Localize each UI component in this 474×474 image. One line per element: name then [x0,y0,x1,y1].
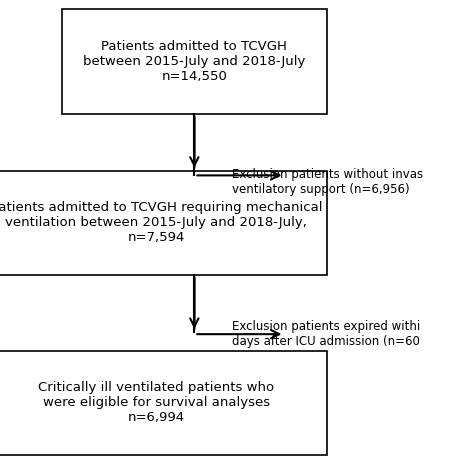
FancyBboxPatch shape [62,9,327,114]
Text: Patients admitted to TCVGH
between 2015-July and 2018-July
n=14,550: Patients admitted to TCVGH between 2015-… [83,40,306,83]
FancyBboxPatch shape [0,171,327,275]
Text: Critically ill ventilated patients who
were eligible for survival analyses
n=6,9: Critically ill ventilated patients who w… [38,382,274,424]
Text: Exclusion patients expired withi
days after ICU admission (n=60: Exclusion patients expired withi days af… [232,320,420,348]
FancyBboxPatch shape [0,351,327,455]
Text: Patients admitted to TCVGH requiring mechanical
ventilation between 2015-July an: Patients admitted to TCVGH requiring mec… [0,201,322,244]
Text: Exclusion patients without invas
ventilatory support (n=6,956): Exclusion patients without invas ventila… [232,168,423,197]
